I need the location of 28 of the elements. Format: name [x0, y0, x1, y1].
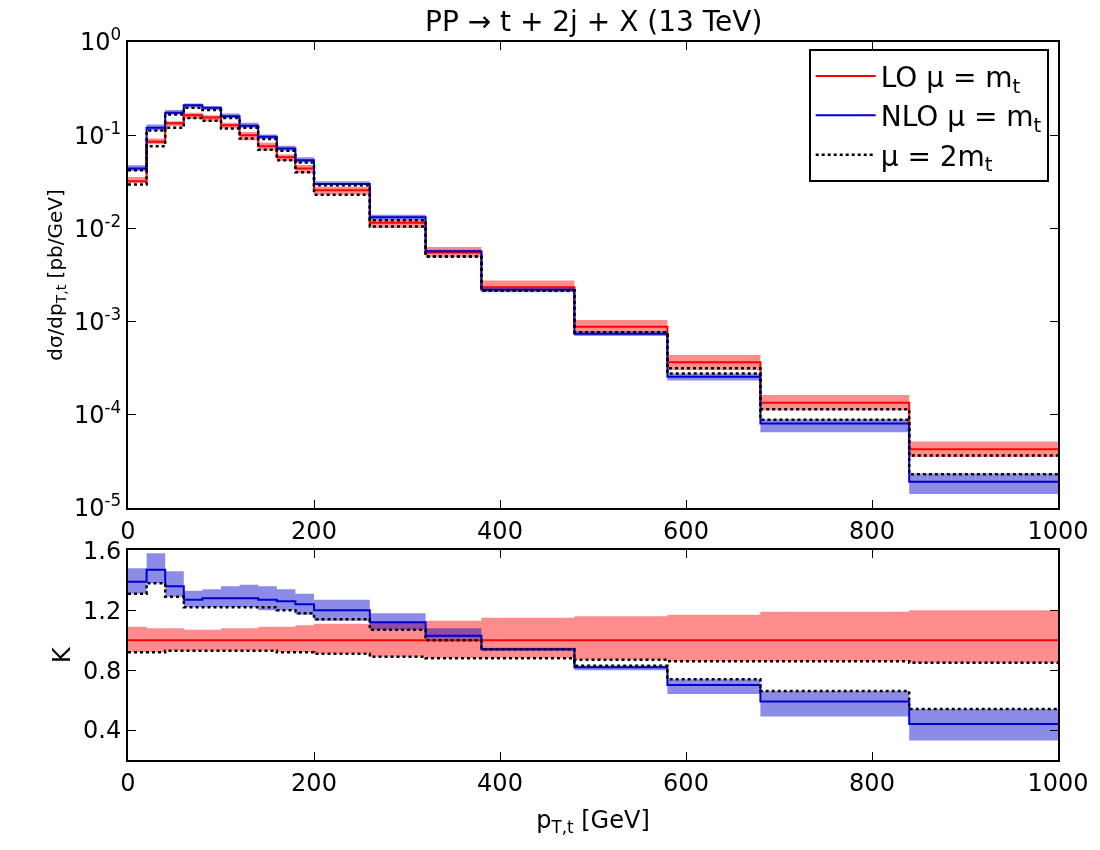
y-tick-label: 10$^{0}$ [79, 24, 122, 57]
chart-title: PP → t + 2j + X (13 TeV) [425, 5, 763, 38]
x-tick-label: 0 [120, 516, 136, 545]
x-tick-label: 400 [477, 768, 523, 797]
y-tick-label: 10$^{-5}$ [73, 490, 122, 523]
y-axis-title: K [47, 646, 76, 664]
x-tick-label: 0 [120, 768, 136, 797]
x-tick-label: 400 [477, 516, 523, 545]
x-tick-label: 1000 [1027, 768, 1089, 797]
x-tick-label: 1000 [1027, 516, 1089, 545]
x-tick-label: 800 [849, 516, 895, 545]
legend-label: LO μ = m$_{t}$ [880, 60, 1021, 98]
legend-label: μ = 2m$_{t}$ [880, 139, 993, 177]
y-tick-label: 0.8 [83, 656, 122, 685]
y-tick-label: 10$^{-3}$ [73, 303, 122, 336]
y-tick-label: 0.4 [83, 716, 122, 745]
y-tick-label: 10$^{-1}$ [73, 117, 122, 150]
legend-label: NLO μ = m$_{t}$ [880, 100, 1042, 138]
x-tick-label: 200 [291, 768, 337, 797]
x-tick-label: 200 [291, 516, 337, 545]
y-tick-label: 10$^{-2}$ [73, 210, 122, 243]
y-tick-label: 10$^{-4}$ [73, 397, 122, 430]
y-tick-label: 1.2 [83, 596, 122, 625]
x-axis-title: p$_{T,t}$ [GeV] [536, 805, 650, 837]
y-tick-label: 1.6 [83, 536, 122, 565]
x-tick-label: 600 [663, 768, 709, 797]
x-tick-label: 800 [849, 768, 895, 797]
x-tick-label: 600 [663, 516, 709, 545]
